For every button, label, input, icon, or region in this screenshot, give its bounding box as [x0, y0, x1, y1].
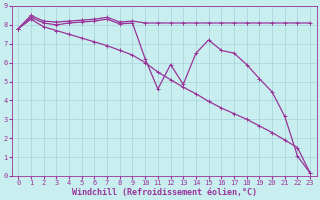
X-axis label: Windchill (Refroidissement éolien,°C): Windchill (Refroidissement éolien,°C) — [72, 188, 257, 197]
